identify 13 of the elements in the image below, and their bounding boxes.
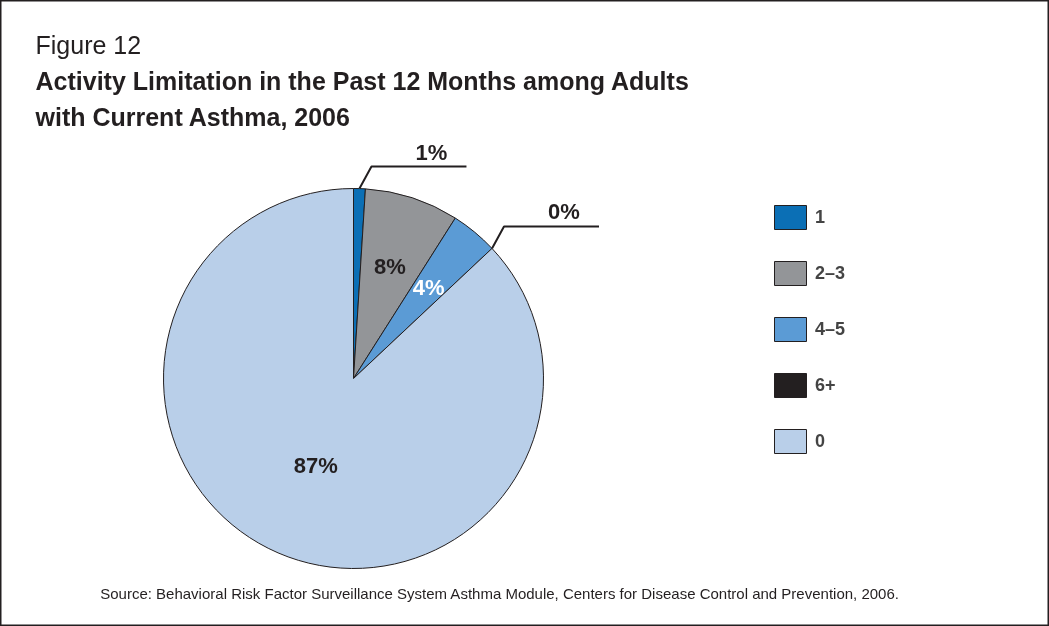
text: 0%: [548, 199, 580, 225]
legend-label: 4–5: [815, 318, 846, 340]
chart-subtitle: Figure 12: [35, 30, 142, 59]
data-label: 87%: [293, 453, 338, 479]
data-label: 8%: [374, 253, 406, 279]
data-label: 1%: [415, 139, 448, 165]
source-note: Source: Behavioral Risk Factor Surveillance System Asthma Module, Centers for Disease Control and Prevention, 2006.: [100, 585, 899, 602]
legend-label: 1: [815, 206, 826, 228]
data-label: 4%: [412, 275, 445, 301]
legend-label: 2–3: [815, 262, 846, 284]
legend-label: 6+: [815, 374, 836, 396]
legend-label: 0: [815, 430, 826, 452]
chart-title: Activity Limitation in the Past 12 Months among Adults with Current Asthma, 2006: [34, 66, 689, 131]
